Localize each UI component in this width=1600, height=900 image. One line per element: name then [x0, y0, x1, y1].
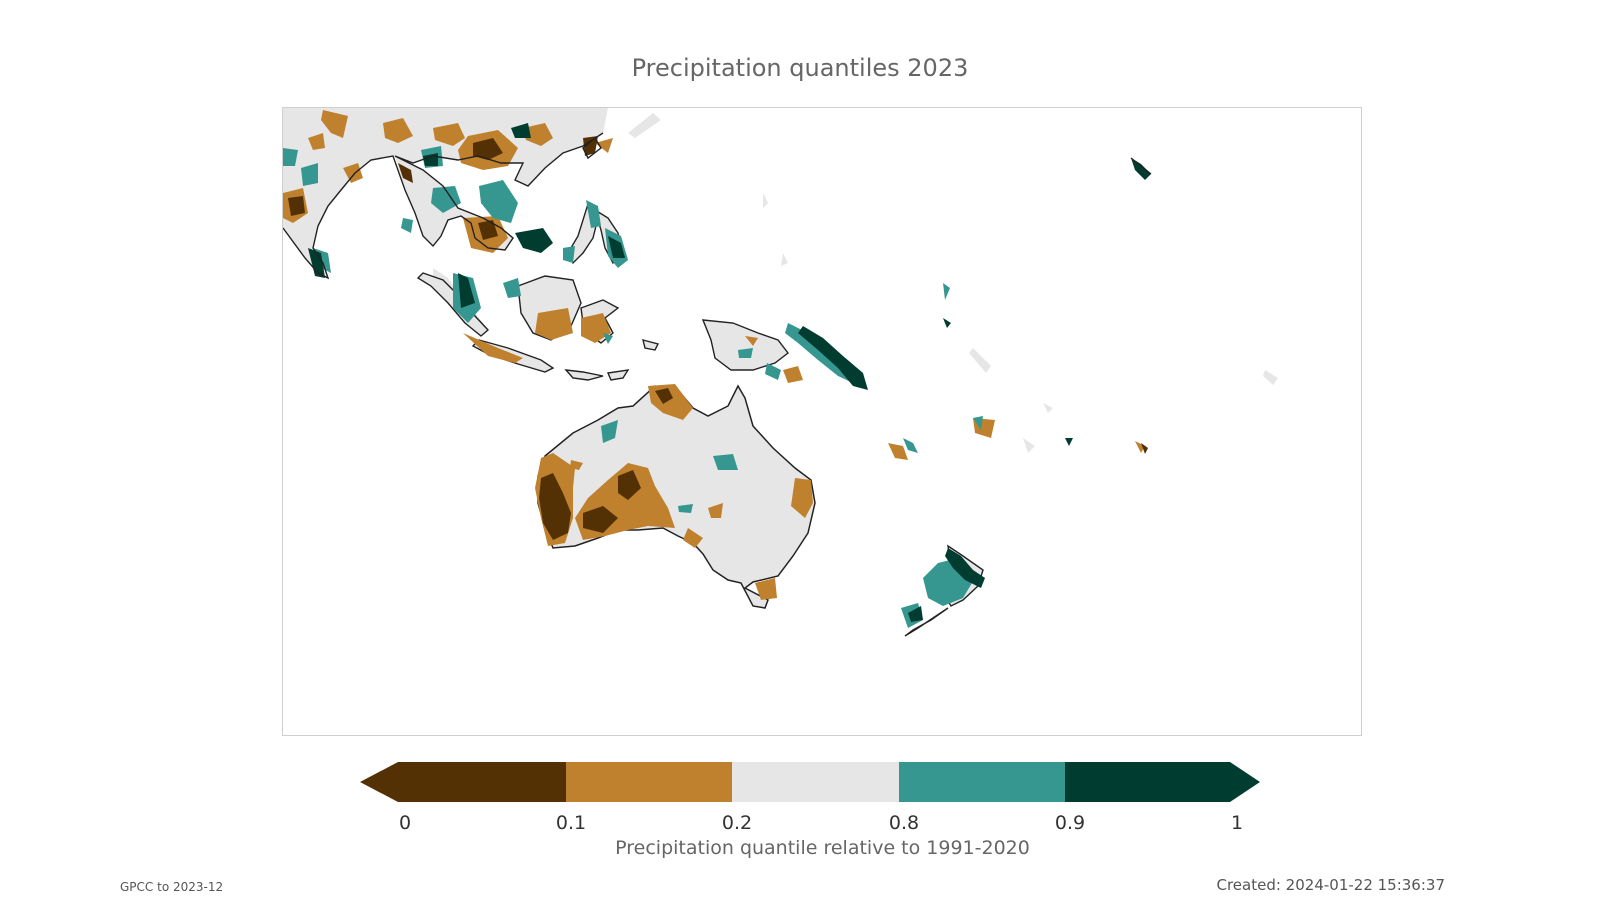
colorbar-tick-2: 0.2 — [721, 812, 753, 834]
colorbar-tick-1: 0.1 — [555, 812, 587, 834]
wet-areas — [283, 146, 983, 628]
colorbar-graphic — [360, 762, 1260, 802]
map-canvas — [283, 108, 1278, 637]
map-panel — [282, 107, 1362, 736]
data-source-note: GPCC to 2023-12 — [120, 880, 224, 894]
colorbar-tick-3: 0.8 — [888, 812, 920, 834]
colorbar-tick-4: 0.9 — [1054, 812, 1086, 834]
pacific-neutral-areas — [628, 113, 1278, 453]
colorbar-tick-0: 0 — [398, 812, 412, 834]
australia-landmass — [537, 384, 816, 609]
coastlines — [283, 132, 1152, 280]
colorbar — [360, 760, 1260, 808]
colorbar-segment-2 — [732, 762, 899, 802]
very-dry-areas — [288, 136, 1148, 540]
colorbar-segment-1 — [566, 762, 732, 802]
very-wet-areas — [308, 123, 1151, 622]
map-title: Precipitation quantiles 2023 — [631, 54, 969, 82]
colorbar-label: Precipitation quantile relative to 1991-… — [615, 837, 1030, 859]
colorbar-tick-5: 1 — [1230, 812, 1244, 834]
created-timestamp: Created: 2024-01-22 15:36:37 — [1216, 876, 1446, 894]
colorbar-segment-0 — [360, 762, 566, 802]
colorbar-segment-4 — [1065, 762, 1260, 802]
colorbar-segment-3 — [899, 762, 1065, 802]
